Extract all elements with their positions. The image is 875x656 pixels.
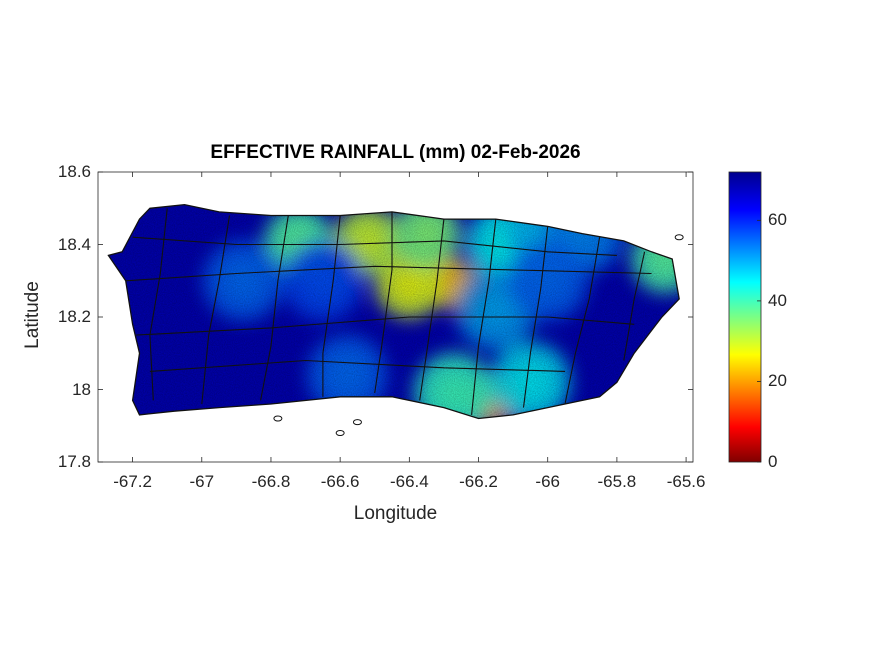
y-axis-label: Latitude <box>22 281 43 349</box>
colorbar-gradient <box>728 171 762 463</box>
colorbar-tick-label: 20 <box>768 371 787 391</box>
x-tick-label: -66 <box>535 472 560 491</box>
municipal-border <box>125 265 652 282</box>
islet <box>335 430 345 436</box>
municipal-border <box>374 211 393 394</box>
islet <box>352 419 362 426</box>
municipal-borders <box>125 208 652 415</box>
y-tick-label: 18.6 <box>57 162 91 181</box>
x-tick-label: -67 <box>189 472 215 491</box>
islet <box>273 415 283 422</box>
municipal-border <box>201 215 231 405</box>
colorbar-tick-label: 0 <box>768 452 778 471</box>
rainfall-map <box>108 204 680 419</box>
colorbar <box>728 171 762 463</box>
y-tick-label: 18.2 <box>57 307 91 326</box>
x-tick-label: -65.6 <box>666 472 706 491</box>
x-tick-label: -66.4 <box>389 472 429 491</box>
municipal-border <box>623 251 646 361</box>
municipal-border <box>522 226 549 408</box>
x-tick-label: -67.2 <box>113 472 152 491</box>
municipal-border <box>471 219 497 415</box>
municipal-border <box>322 215 341 397</box>
coastline-layer <box>107 203 684 436</box>
colorbar-tick-label: 60 <box>768 210 787 230</box>
coastline <box>107 203 680 420</box>
municipal-border <box>149 208 168 401</box>
y-tick-label: 18.4 <box>57 234 91 254</box>
colorbar-tick-label: 40 <box>768 290 787 310</box>
y-tick-label: 17.8 <box>57 452 91 471</box>
municipal-border <box>136 316 635 336</box>
municipal-border <box>564 237 601 405</box>
municipal-border <box>260 215 289 401</box>
x-tick-label: -65.8 <box>597 472 637 491</box>
x-tick-label: -66.6 <box>320 472 360 491</box>
x-tick-label: -66.8 <box>251 472 291 491</box>
y-tick-label: 18 <box>72 379 91 399</box>
islet <box>674 234 684 241</box>
municipal-border <box>132 236 617 256</box>
chart-title: EFFECTIVE RAINFALL (mm) 02-Feb-2026 <box>210 142 581 163</box>
x-axis-label: Longitude <box>353 503 438 524</box>
municipal-border <box>149 359 566 372</box>
x-tick-label: -66.2 <box>459 472 498 491</box>
